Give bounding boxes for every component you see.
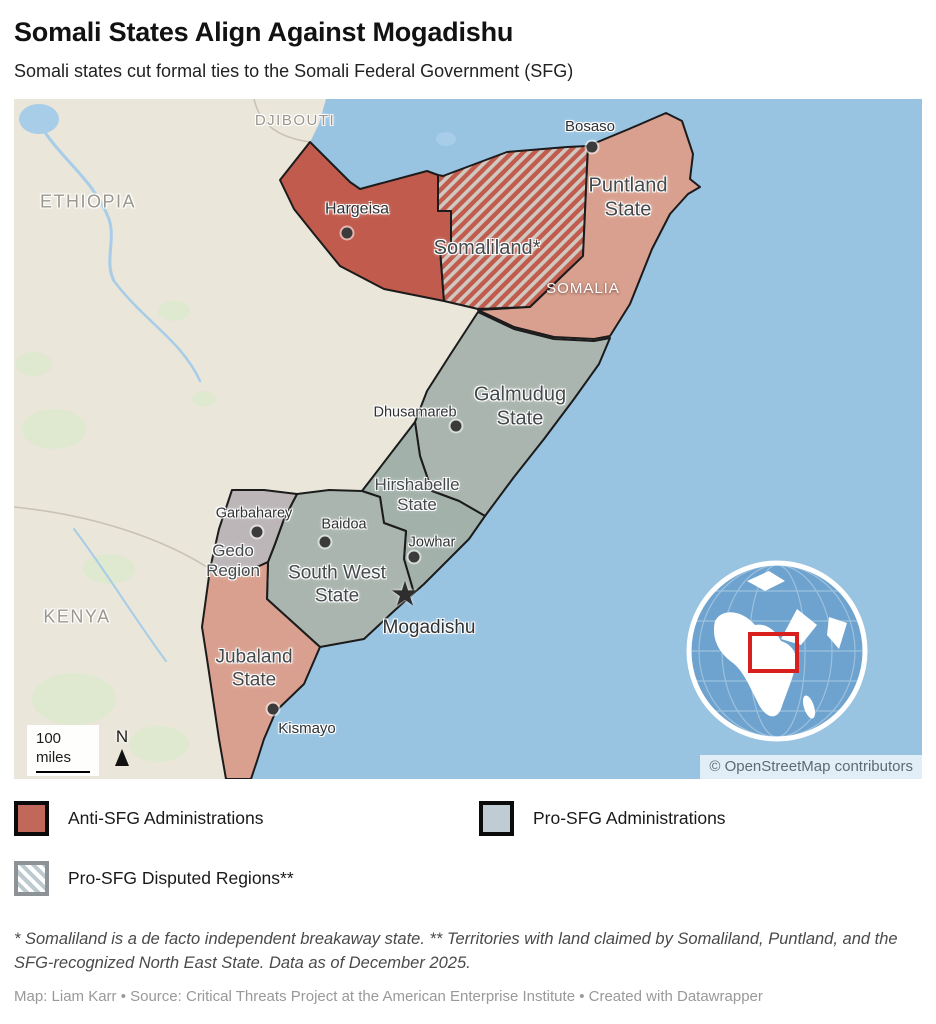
footnote: * Somaliland is a de facto independent b… (14, 930, 898, 973)
region-galmudug (414, 311, 611, 518)
legend: Anti-SFG Administrations Pro-SFG Adminis… (14, 801, 922, 897)
region-jubaland (201, 561, 321, 780)
osm-attribution-link[interactable]: © OpenStreetMap contributors (700, 755, 922, 780)
disputed-swatch (14, 861, 49, 897)
scale-unit: miles (36, 749, 72, 767)
scale-bar: 100 miles (27, 725, 99, 776)
legend-label: Anti-SFG Administrations (68, 808, 264, 829)
north-label: N (115, 727, 129, 747)
legend-item-pro-sfg: Pro-SFG Administrations (479, 801, 726, 837)
north-arrow-icon (115, 749, 129, 767)
north-arrow: N (115, 727, 129, 767)
legend-item-disputed: Pro-SFG Disputed Regions** (14, 861, 479, 897)
legend-label: Pro-SFG Administrations (533, 808, 726, 829)
region-puntland (477, 112, 701, 341)
byline: Map: Liam Karr • Source: Critical Threat… (14, 988, 763, 1006)
page-title: Somali States Align Against Mogadishu (14, 17, 514, 47)
country-borders (14, 99, 311, 571)
legend-item-anti-sfg: Anti-SFG Administrations (14, 801, 479, 837)
page: Somali States Align Against Mogadishu So… (0, 16, 936, 1005)
anti-sfg-swatch (14, 801, 49, 837)
globe-inset (686, 560, 868, 742)
map-svg (14, 99, 922, 780)
page-subtitle: Somali states cut formal ties to the Som… (14, 61, 574, 82)
globe-focus-rect (748, 632, 799, 674)
pro-sfg-swatch (479, 801, 514, 837)
scale-distance: 100 (36, 730, 62, 748)
legend-label: Pro-SFG Disputed Regions** (68, 868, 294, 889)
map-canvas: ETHIOPIA KENYA DJIBOUTI SOMALIA Somaliland* P… (14, 99, 922, 780)
vegetation-patches (16, 301, 216, 763)
